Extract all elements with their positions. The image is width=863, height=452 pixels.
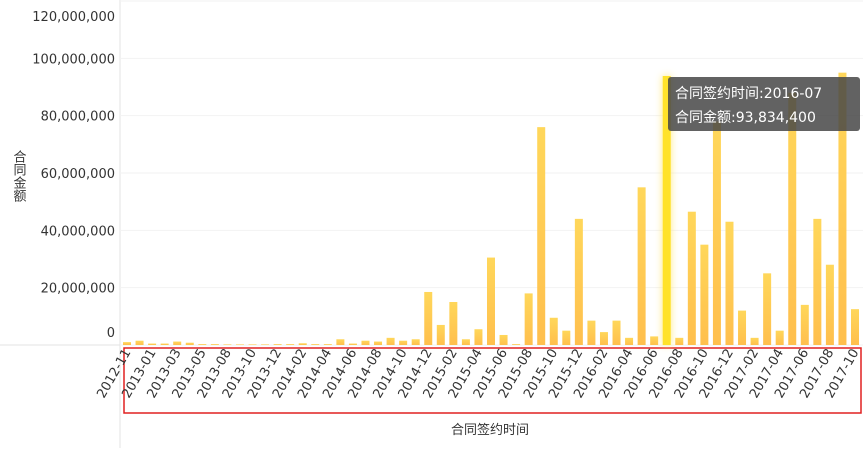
bar bbox=[411, 339, 420, 345]
bar bbox=[800, 304, 809, 345]
bar bbox=[449, 302, 458, 345]
y-tick-label: 60,000,000 bbox=[41, 167, 115, 182]
bar bbox=[499, 334, 508, 345]
bar bbox=[851, 309, 859, 345]
y-tick-label: 0 bbox=[107, 326, 115, 341]
bar bbox=[210, 344, 219, 345]
bar bbox=[374, 341, 383, 345]
y-tick-label: 100,000,000 bbox=[32, 52, 115, 67]
y-tick-label: 120,000,000 bbox=[32, 10, 115, 25]
bar bbox=[512, 344, 521, 345]
selection-box bbox=[123, 347, 862, 414]
bar bbox=[700, 244, 709, 345]
tooltip-line: 合同签约时间:2016-07 bbox=[675, 85, 822, 102]
bar bbox=[461, 339, 470, 345]
bar bbox=[348, 343, 357, 345]
y-tick-label: 80,000,000 bbox=[41, 110, 115, 125]
bar bbox=[298, 343, 307, 345]
y-tick-label: 20,000,000 bbox=[41, 282, 115, 297]
y-axis-title-text: 合同金额 bbox=[11, 150, 27, 203]
bar bbox=[813, 218, 822, 345]
bar bbox=[361, 340, 370, 345]
bar bbox=[286, 344, 295, 345]
bar bbox=[549, 317, 558, 345]
bar bbox=[524, 293, 533, 345]
bar bbox=[273, 344, 282, 345]
bar bbox=[160, 343, 169, 345]
bar bbox=[537, 127, 546, 345]
bar bbox=[587, 320, 596, 345]
y-tick-label: 40,000,000 bbox=[41, 224, 115, 239]
bar bbox=[637, 187, 646, 345]
bar bbox=[311, 344, 320, 345]
bar bbox=[725, 221, 734, 345]
bar bbox=[712, 121, 721, 346]
bar bbox=[135, 340, 144, 345]
bar bbox=[185, 342, 194, 345]
bar bbox=[750, 337, 759, 345]
tooltip-line: 合同金额:93,834,400 bbox=[675, 110, 816, 126]
bar bbox=[675, 337, 684, 345]
bar bbox=[474, 329, 483, 345]
bar bbox=[763, 273, 772, 345]
x-axis-title: 合同签约时间 bbox=[451, 422, 529, 438]
tooltip-box bbox=[668, 77, 860, 131]
bar bbox=[825, 264, 834, 345]
bar bbox=[574, 218, 583, 345]
bar bbox=[625, 337, 634, 345]
bar bbox=[336, 339, 345, 345]
plot: 0 20,000,000 40,000,000 60,000,000 80,000,00… bbox=[32, 0, 863, 401]
bar bbox=[248, 344, 257, 345]
bar bbox=[123, 342, 131, 345]
bar bbox=[487, 257, 495, 345]
bar bbox=[562, 330, 571, 345]
y-axis-title: 合同金额 bbox=[11, 150, 27, 203]
bar bbox=[261, 344, 270, 345]
bar-highlighted bbox=[662, 76, 671, 345]
bar bbox=[323, 344, 332, 345]
bar bbox=[436, 324, 445, 345]
bar bbox=[173, 341, 182, 345]
bar bbox=[775, 330, 784, 345]
tooltip: 合同签约时间:2016-07 合同金额:93,834,400 bbox=[668, 77, 860, 131]
bar bbox=[386, 337, 395, 345]
bar bbox=[838, 72, 847, 346]
bar bbox=[687, 211, 696, 345]
bar bbox=[235, 344, 244, 345]
bar bbox=[424, 291, 433, 345]
bar bbox=[148, 343, 157, 345]
bar bbox=[788, 92, 797, 345]
bar bbox=[738, 310, 747, 345]
bar bbox=[650, 336, 659, 345]
bar bbox=[223, 344, 232, 345]
bar bbox=[399, 340, 408, 345]
bar bbox=[599, 332, 608, 345]
bar bbox=[612, 320, 621, 345]
bar bbox=[198, 344, 207, 345]
